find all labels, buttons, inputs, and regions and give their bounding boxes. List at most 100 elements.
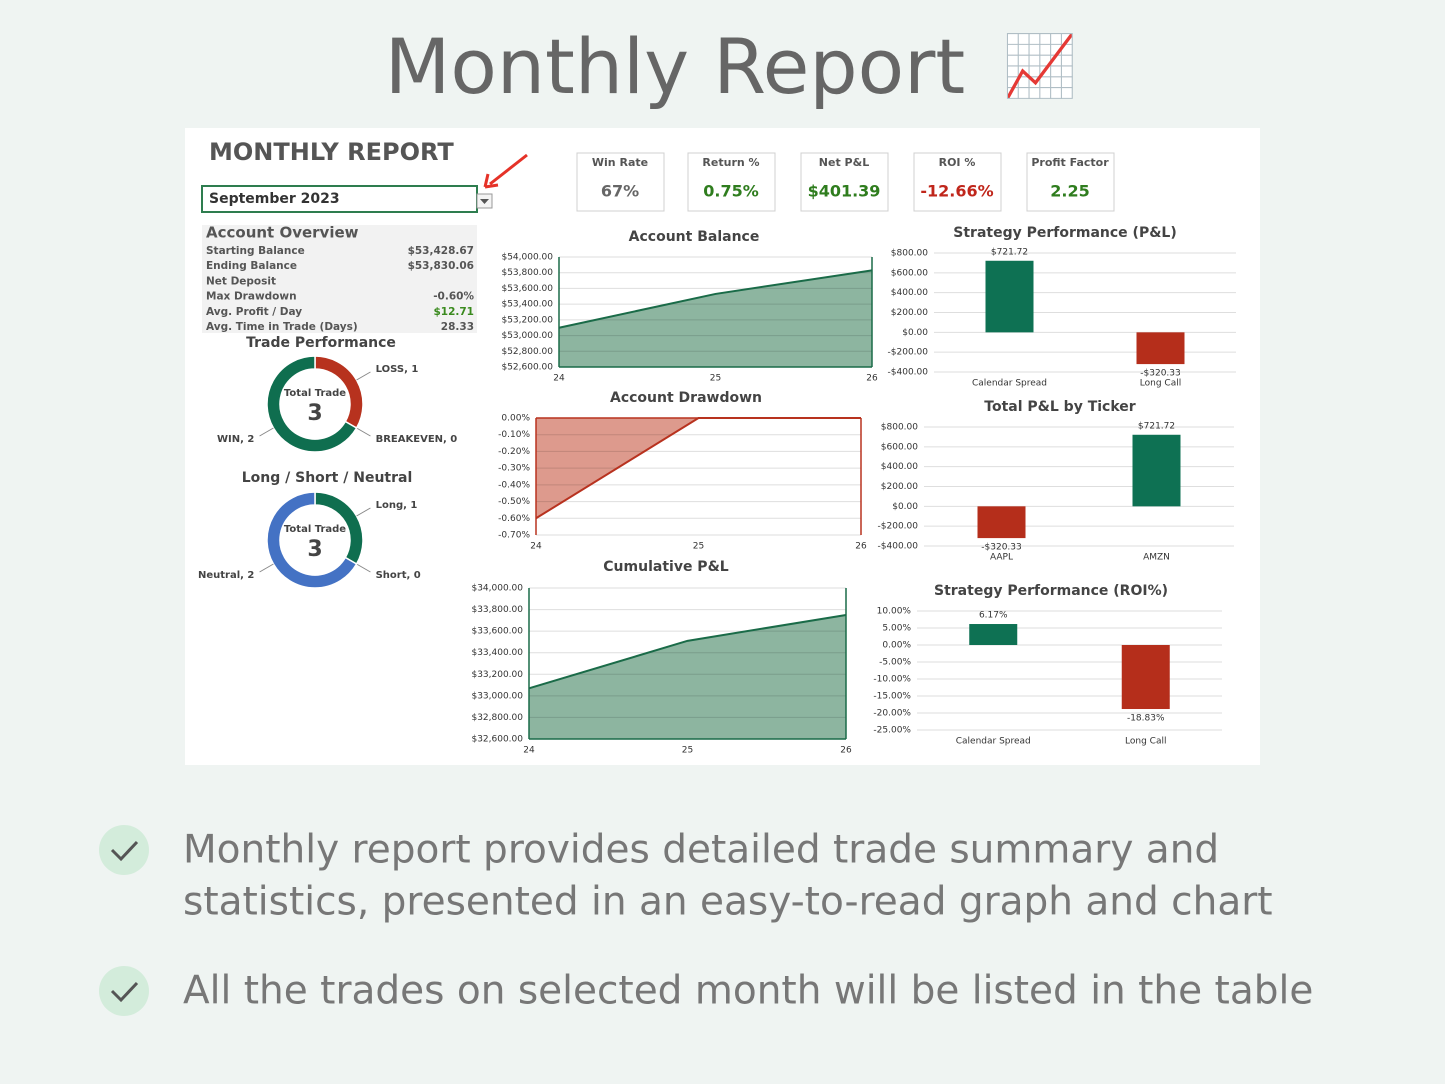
kpi-value: $401.39: [808, 182, 881, 201]
slice-label: BREAKEVEN, 0: [376, 434, 458, 445]
overview-value: -0.60%: [433, 291, 474, 303]
donut-slice: [266, 355, 358, 453]
x-tick-label: AMZN: [1143, 553, 1170, 563]
title-icon: 📈: [1003, 32, 1078, 102]
y-tick-label: $600.00: [891, 268, 928, 278]
page-title: Monthly Report: [385, 22, 965, 111]
y-tick-label: $0.00: [902, 328, 928, 338]
center-label: Total Trade: [284, 524, 346, 535]
kpi-box: [1026, 152, 1115, 212]
y-tick-label: $52,800.00: [501, 347, 553, 357]
leader-line: [259, 427, 274, 437]
y-tick-label: $54,000.00: [501, 253, 553, 263]
chart-title: Cumulative P&L: [603, 559, 728, 575]
y-tick-label: $800.00: [891, 249, 928, 259]
area-line: [528, 613, 847, 690]
y-tick-label: $53,000.00: [501, 331, 553, 341]
x-tick-label: AAPL: [990, 553, 1013, 563]
kpi-value: 2.25: [1050, 182, 1089, 201]
bar: [1132, 434, 1181, 507]
x-tick-label: 25: [710, 374, 721, 384]
y-tick-label: -10.00%: [873, 675, 911, 685]
x-tick-label: 26: [840, 746, 852, 756]
y-tick-label: $33,800.00: [471, 605, 523, 615]
y-tick-label: -$400.00: [888, 368, 929, 378]
y-tick-label: $33,400.00: [471, 648, 523, 658]
overview-box: [202, 225, 477, 333]
y-tick-label: $53,200.00: [501, 315, 553, 325]
slice-label: Long, 1: [376, 500, 418, 511]
value-label: $721.72: [1138, 421, 1175, 431]
bullet-text: All the trades on selected month will be…: [183, 969, 1313, 1014]
area-fill: [536, 418, 861, 519]
center-total: 3: [307, 537, 322, 562]
y-tick-label: 0.00%: [501, 414, 530, 424]
overview-value: $12.71: [433, 306, 474, 318]
x-tick-label: 24: [553, 374, 565, 384]
y-tick-label: $53,400.00: [501, 300, 553, 310]
kpi-label: ROI %: [939, 156, 976, 169]
y-tick-label: $53,800.00: [501, 268, 553, 278]
value-label: -$320.33: [1140, 369, 1180, 379]
y-tick-label: -0.20%: [498, 447, 530, 457]
y-tick-label: -0.70%: [498, 531, 530, 541]
leader-line: [356, 427, 371, 437]
y-tick-label: $200.00: [881, 482, 918, 492]
chart-title: Trade Performance: [246, 335, 396, 351]
center-label: Total Trade: [284, 388, 346, 399]
check-mark: [110, 840, 139, 862]
slice-label: LOSS, 1: [376, 364, 419, 375]
check-circle: [99, 825, 149, 875]
overview-value: 28.33: [441, 321, 474, 333]
y-tick-label: $53,600.00: [501, 284, 553, 294]
y-tick-label: $33,600.00: [471, 627, 523, 637]
y-tick-label: -0.50%: [498, 497, 530, 507]
y-tick-label: 0.00%: [882, 641, 911, 651]
kpi-label: Win Rate: [592, 156, 648, 169]
chart-title: Strategy Performance (P&L): [953, 225, 1176, 241]
kpi-box: [913, 152, 1002, 212]
y-tick-label: $32,600.00: [471, 735, 523, 745]
donut-slice: [266, 491, 358, 589]
y-tick-label: -15.00%: [873, 692, 911, 702]
bar: [969, 624, 1018, 645]
y-tick-label: $32,800.00: [471, 713, 523, 723]
y-tick-label: $800.00: [881, 423, 918, 433]
slice-label: Neutral, 2: [198, 570, 254, 581]
kpi-box: [576, 152, 665, 212]
pointer-arrow: [483, 153, 528, 189]
dropdown-arrow: [480, 199, 489, 204]
x-tick-label: 25: [682, 746, 693, 756]
overview-label: Net Deposit: [206, 275, 276, 287]
kpi-label: Profit Factor: [1031, 156, 1109, 169]
kpi-label: Net P&L: [819, 156, 869, 169]
chart-title: Total P&L by Ticker: [984, 399, 1135, 415]
y-tick-label: $33,000.00: [471, 691, 523, 701]
area-line: [558, 269, 873, 329]
bar: [1121, 645, 1170, 710]
y-tick-label: -0.10%: [498, 430, 530, 440]
kpi-box: [687, 152, 776, 212]
bar: [977, 506, 1026, 539]
overview-label: Starting Balance: [206, 245, 305, 257]
check-circle: [99, 966, 149, 1016]
y-tick-label: -0.40%: [498, 480, 530, 490]
overview-value: $53,428.67: [408, 245, 474, 257]
x-tick-label: 25: [693, 542, 704, 552]
leader-line: [356, 507, 371, 517]
area-fill: [559, 270, 872, 367]
x-tick-label: 24: [523, 746, 535, 756]
check-mark: [110, 981, 139, 1003]
month-value: September 2023: [209, 191, 340, 207]
value-label: -$320.33: [981, 543, 1021, 553]
leader-line: [356, 371, 371, 381]
y-tick-label: $400.00: [891, 288, 928, 298]
month-dropdown[interactable]: [201, 185, 478, 213]
slice-label: Short, 0: [376, 570, 421, 581]
overview-label: Max Drawdown: [206, 291, 297, 303]
y-tick-label: $400.00: [881, 462, 918, 472]
y-tick-label: 5.00%: [882, 624, 911, 634]
kpi-value: -12.66%: [920, 182, 993, 201]
y-tick-label: $600.00: [881, 442, 918, 452]
y-tick-label: -$200.00: [878, 522, 919, 532]
